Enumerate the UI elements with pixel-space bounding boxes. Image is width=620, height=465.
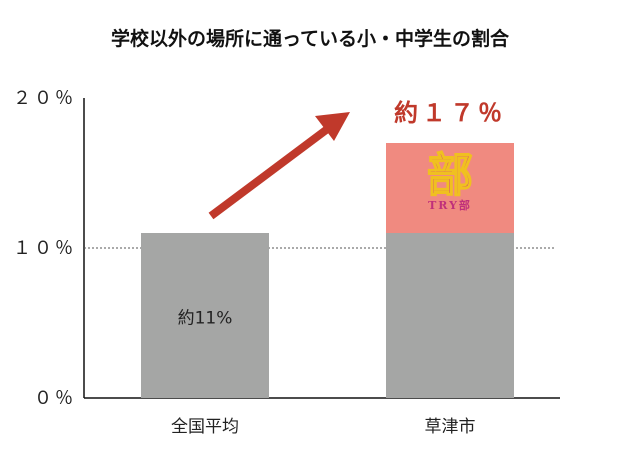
chart-title: 学校以外の場所に通っている小・中学生の割合 xyxy=(111,27,510,50)
logo-main-glyph: 部 xyxy=(427,148,473,202)
category-labels: 全国平均 草津市 xyxy=(171,417,476,437)
increase-callout-label: 約１７％ xyxy=(394,99,506,127)
arrow-shaft xyxy=(208,126,329,220)
increase-segment xyxy=(386,143,514,233)
bar-data-labels: 約11% xyxy=(178,309,233,329)
increase-segment-group: 部 TRY部 xyxy=(386,143,514,233)
y-tick-label: ０％ xyxy=(34,388,76,409)
bar xyxy=(386,233,514,398)
arrow-head xyxy=(315,112,350,141)
y-tick-label: １０％ xyxy=(13,238,76,259)
bar-data-label: 約11% xyxy=(178,309,233,329)
bars xyxy=(141,233,514,398)
bar xyxy=(141,233,269,398)
y-tick-labels: ０％ １０％ ２０％ xyxy=(13,88,76,409)
category-label: 草津市 xyxy=(425,417,476,437)
logo-sub-text: TRY部 xyxy=(428,198,472,212)
category-label: 全国平均 xyxy=(171,417,239,437)
trend-arrow-icon xyxy=(208,112,350,220)
try-bu-logo: 部 TRY部 xyxy=(426,147,474,212)
y-tick-label: ２０％ xyxy=(13,88,76,109)
